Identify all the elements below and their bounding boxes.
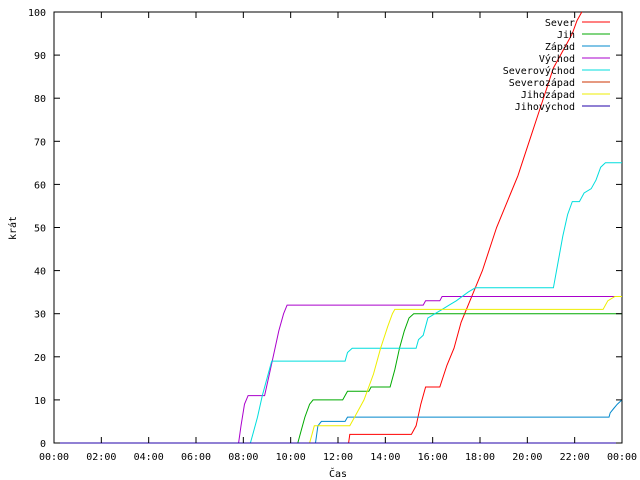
series-line <box>54 296 622 444</box>
series-line <box>54 313 622 444</box>
x-tick-label: 22:00 <box>560 452 590 463</box>
x-tick-label: 06:00 <box>181 452 211 463</box>
y-tick-label: 90 <box>34 51 46 62</box>
y-tick-label: 0 <box>40 439 46 450</box>
y-axis-ticks: 0 10 20 30 40 50 60 70 80 90 100 <box>28 8 622 450</box>
legend-label: Jih <box>557 30 575 41</box>
x-tick-label: 08:00 <box>228 452 258 463</box>
series-line <box>54 296 622 444</box>
y-tick-label: 20 <box>34 353 46 364</box>
legend-label: Jihozápad <box>521 89 575 101</box>
legend-label: Východ <box>539 53 575 65</box>
legend: SeverJihZápadVýchodSeverovýchodSeverozáp… <box>503 18 610 113</box>
x-tick-label: 00:00 <box>607 452 637 463</box>
x-tick-label: 02:00 <box>86 452 116 463</box>
legend-label: Jihovýchod <box>515 101 575 113</box>
y-axis-title: krát <box>7 216 19 240</box>
y-tick-label: 70 <box>34 137 46 148</box>
x-axis-ticks: 00:00 02:00 04:00 06:00 08:00 10:00 12:00 14:00… <box>39 12 637 463</box>
legend-label: Severovýchod <box>503 65 575 77</box>
x-tick-label: 20:00 <box>512 452 542 463</box>
y-tick-label: 10 <box>34 396 46 407</box>
series-line <box>54 162 622 444</box>
y-tick-label: 100 <box>28 8 46 19</box>
x-tick-label: 00:00 <box>39 452 69 463</box>
y-tick-label: 60 <box>34 180 46 191</box>
x-tick-label: 10:00 <box>276 452 306 463</box>
x-tick-label: 18:00 <box>465 452 495 463</box>
legend-label: Západ <box>545 41 575 53</box>
y-tick-label: 30 <box>34 310 46 321</box>
x-tick-label: 04:00 <box>134 452 164 463</box>
y-tick-label: 50 <box>34 224 46 235</box>
x-tick-label: 12:00 <box>323 452 353 463</box>
y-tick-label: 80 <box>34 94 46 105</box>
series-line <box>54 399 623 444</box>
legend-label: Sever <box>545 18 575 29</box>
x-axis-title: Čas <box>329 467 347 480</box>
legend-label: Severozápad <box>509 77 575 89</box>
series-line <box>54 11 583 444</box>
x-tick-label: 16:00 <box>418 452 448 463</box>
x-tick-label: 14:00 <box>370 452 400 463</box>
y-tick-label: 40 <box>34 267 46 278</box>
